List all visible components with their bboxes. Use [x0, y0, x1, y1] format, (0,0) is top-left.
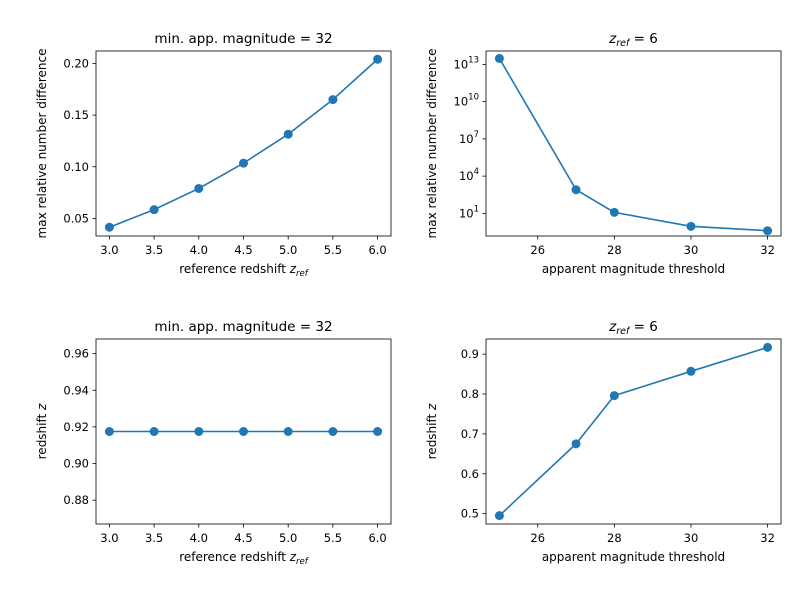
x-tick-label: 3.5 — [145, 531, 163, 545]
y-tick-label: 0.9 — [461, 347, 479, 361]
data-point — [763, 226, 773, 236]
axes-frame — [485, 338, 782, 525]
data-point — [149, 205, 159, 215]
data-point — [686, 366, 696, 376]
x-tick-label: 5.5 — [324, 531, 342, 545]
x-tick-label: 4.0 — [190, 531, 208, 545]
y-axis-label: redshift z — [35, 403, 49, 459]
y-tick-label: 104 — [459, 167, 479, 183]
chart-bottom-left: 3.0 3.5 4.0 4.5 5.0 5.5 6.0 0.88 0.90 0.92 0.94 0.9… — [35, 319, 392, 567]
y-tick-label: 1010 — [454, 93, 479, 109]
chart-top-right: 26 28 30 32 101 104 107 1010 1013 zref = 6 apparen… — [425, 31, 782, 276]
data-point — [239, 158, 248, 168]
x-tick-label: 4.5 — [234, 531, 252, 545]
x-axis-label: apparent magnitude threshold — [542, 550, 725, 564]
x-axis-label: apparent magnitude threshold — [542, 262, 725, 276]
axes-frame — [95, 50, 392, 237]
x-tick-label: 5.0 — [279, 243, 297, 257]
data-point — [328, 95, 338, 105]
x-tick-label: 5.5 — [324, 243, 342, 257]
y-tick-label: 0.20 — [63, 56, 89, 70]
chart-title: zref = 6 — [608, 31, 658, 49]
x-axis-label: reference redshift zref — [179, 262, 310, 279]
x-tick-label: 3.0 — [100, 243, 118, 257]
y-tick-label: 0.6 — [461, 467, 479, 481]
data-point — [194, 427, 204, 436]
series-line — [109, 58, 379, 228]
x-tick-label: 5.0 — [279, 531, 297, 545]
axes-frame — [485, 50, 782, 237]
data-point — [104, 222, 114, 232]
x-tick-label: 3.5 — [145, 243, 163, 257]
chart-top-left: 3.0 3.5 4.0 4.5 5.0 5.5 6.0 0.05 0.10 0.15 0.20 min… — [35, 31, 392, 279]
y-tick-label: 0.88 — [63, 493, 89, 507]
x-tick-label: 30 — [684, 531, 699, 545]
y-tick-label: 0.96 — [63, 347, 89, 361]
x-tick-label: 4.5 — [234, 243, 252, 257]
data-point — [328, 427, 338, 436]
y-tick-label: 0.15 — [63, 108, 89, 122]
data-point — [609, 391, 619, 401]
x-tick-label: 26 — [530, 531, 545, 545]
y-tick-label: 107 — [459, 130, 479, 146]
x-tick-label: 28 — [607, 531, 622, 545]
data-point — [571, 185, 581, 195]
data-point — [494, 53, 504, 63]
data-point — [194, 183, 204, 193]
data-point — [686, 221, 696, 231]
y-tick-label: 101 — [459, 204, 479, 220]
x-tick-label: 28 — [607, 243, 622, 257]
x-tick-label: 6.0 — [368, 243, 386, 257]
y-axis-label: redshift z — [425, 403, 439, 459]
data-point — [373, 54, 383, 64]
series-line — [498, 58, 768, 232]
x-tick-label: 3.0 — [100, 531, 118, 545]
y-tick-label: 0.8 — [461, 387, 479, 401]
x-tick-label: 30 — [684, 243, 699, 257]
y-tick-label: 0.92 — [63, 420, 89, 434]
y-tick-label: 0.5 — [461, 507, 479, 521]
data-point — [763, 342, 773, 352]
x-tick-label: 32 — [760, 531, 775, 545]
data-point — [494, 511, 504, 521]
y-tick-label: 1013 — [454, 55, 479, 71]
x-tick-label: 6.0 — [368, 531, 386, 545]
x-axis-label: reference redshift zref — [179, 550, 310, 567]
series-line — [498, 346, 768, 517]
chart-title: min. app. magnitude = 32 — [154, 319, 332, 335]
data-point — [283, 427, 293, 436]
chart-title: zref = 6 — [608, 319, 658, 337]
y-tick-label: 0.90 — [63, 457, 89, 471]
y-tick-label: 0.94 — [63, 383, 89, 397]
y-axis-label: max relative number difference — [425, 49, 439, 239]
x-tick-label: 26 — [530, 243, 545, 257]
y-tick-label: 0.10 — [63, 160, 89, 174]
data-point — [283, 129, 293, 139]
chart-bottom-right: 26 28 30 32 0.5 0.6 0.7 0.8 0.9 zref = 6 apparent … — [425, 319, 782, 564]
y-tick-label: 0.7 — [461, 427, 479, 441]
y-axis-label: max relative number difference — [35, 49, 49, 239]
chart-title: min. app. magnitude = 32 — [154, 31, 332, 47]
x-tick-label: 4.0 — [190, 243, 208, 257]
x-tick-label: 32 — [760, 243, 775, 257]
data-point — [373, 427, 383, 436]
y-tick-label: 0.05 — [63, 211, 89, 225]
data-point — [571, 439, 581, 449]
data-point — [609, 207, 619, 217]
data-point — [149, 427, 159, 436]
data-point — [104, 427, 114, 436]
data-point — [239, 427, 248, 436]
